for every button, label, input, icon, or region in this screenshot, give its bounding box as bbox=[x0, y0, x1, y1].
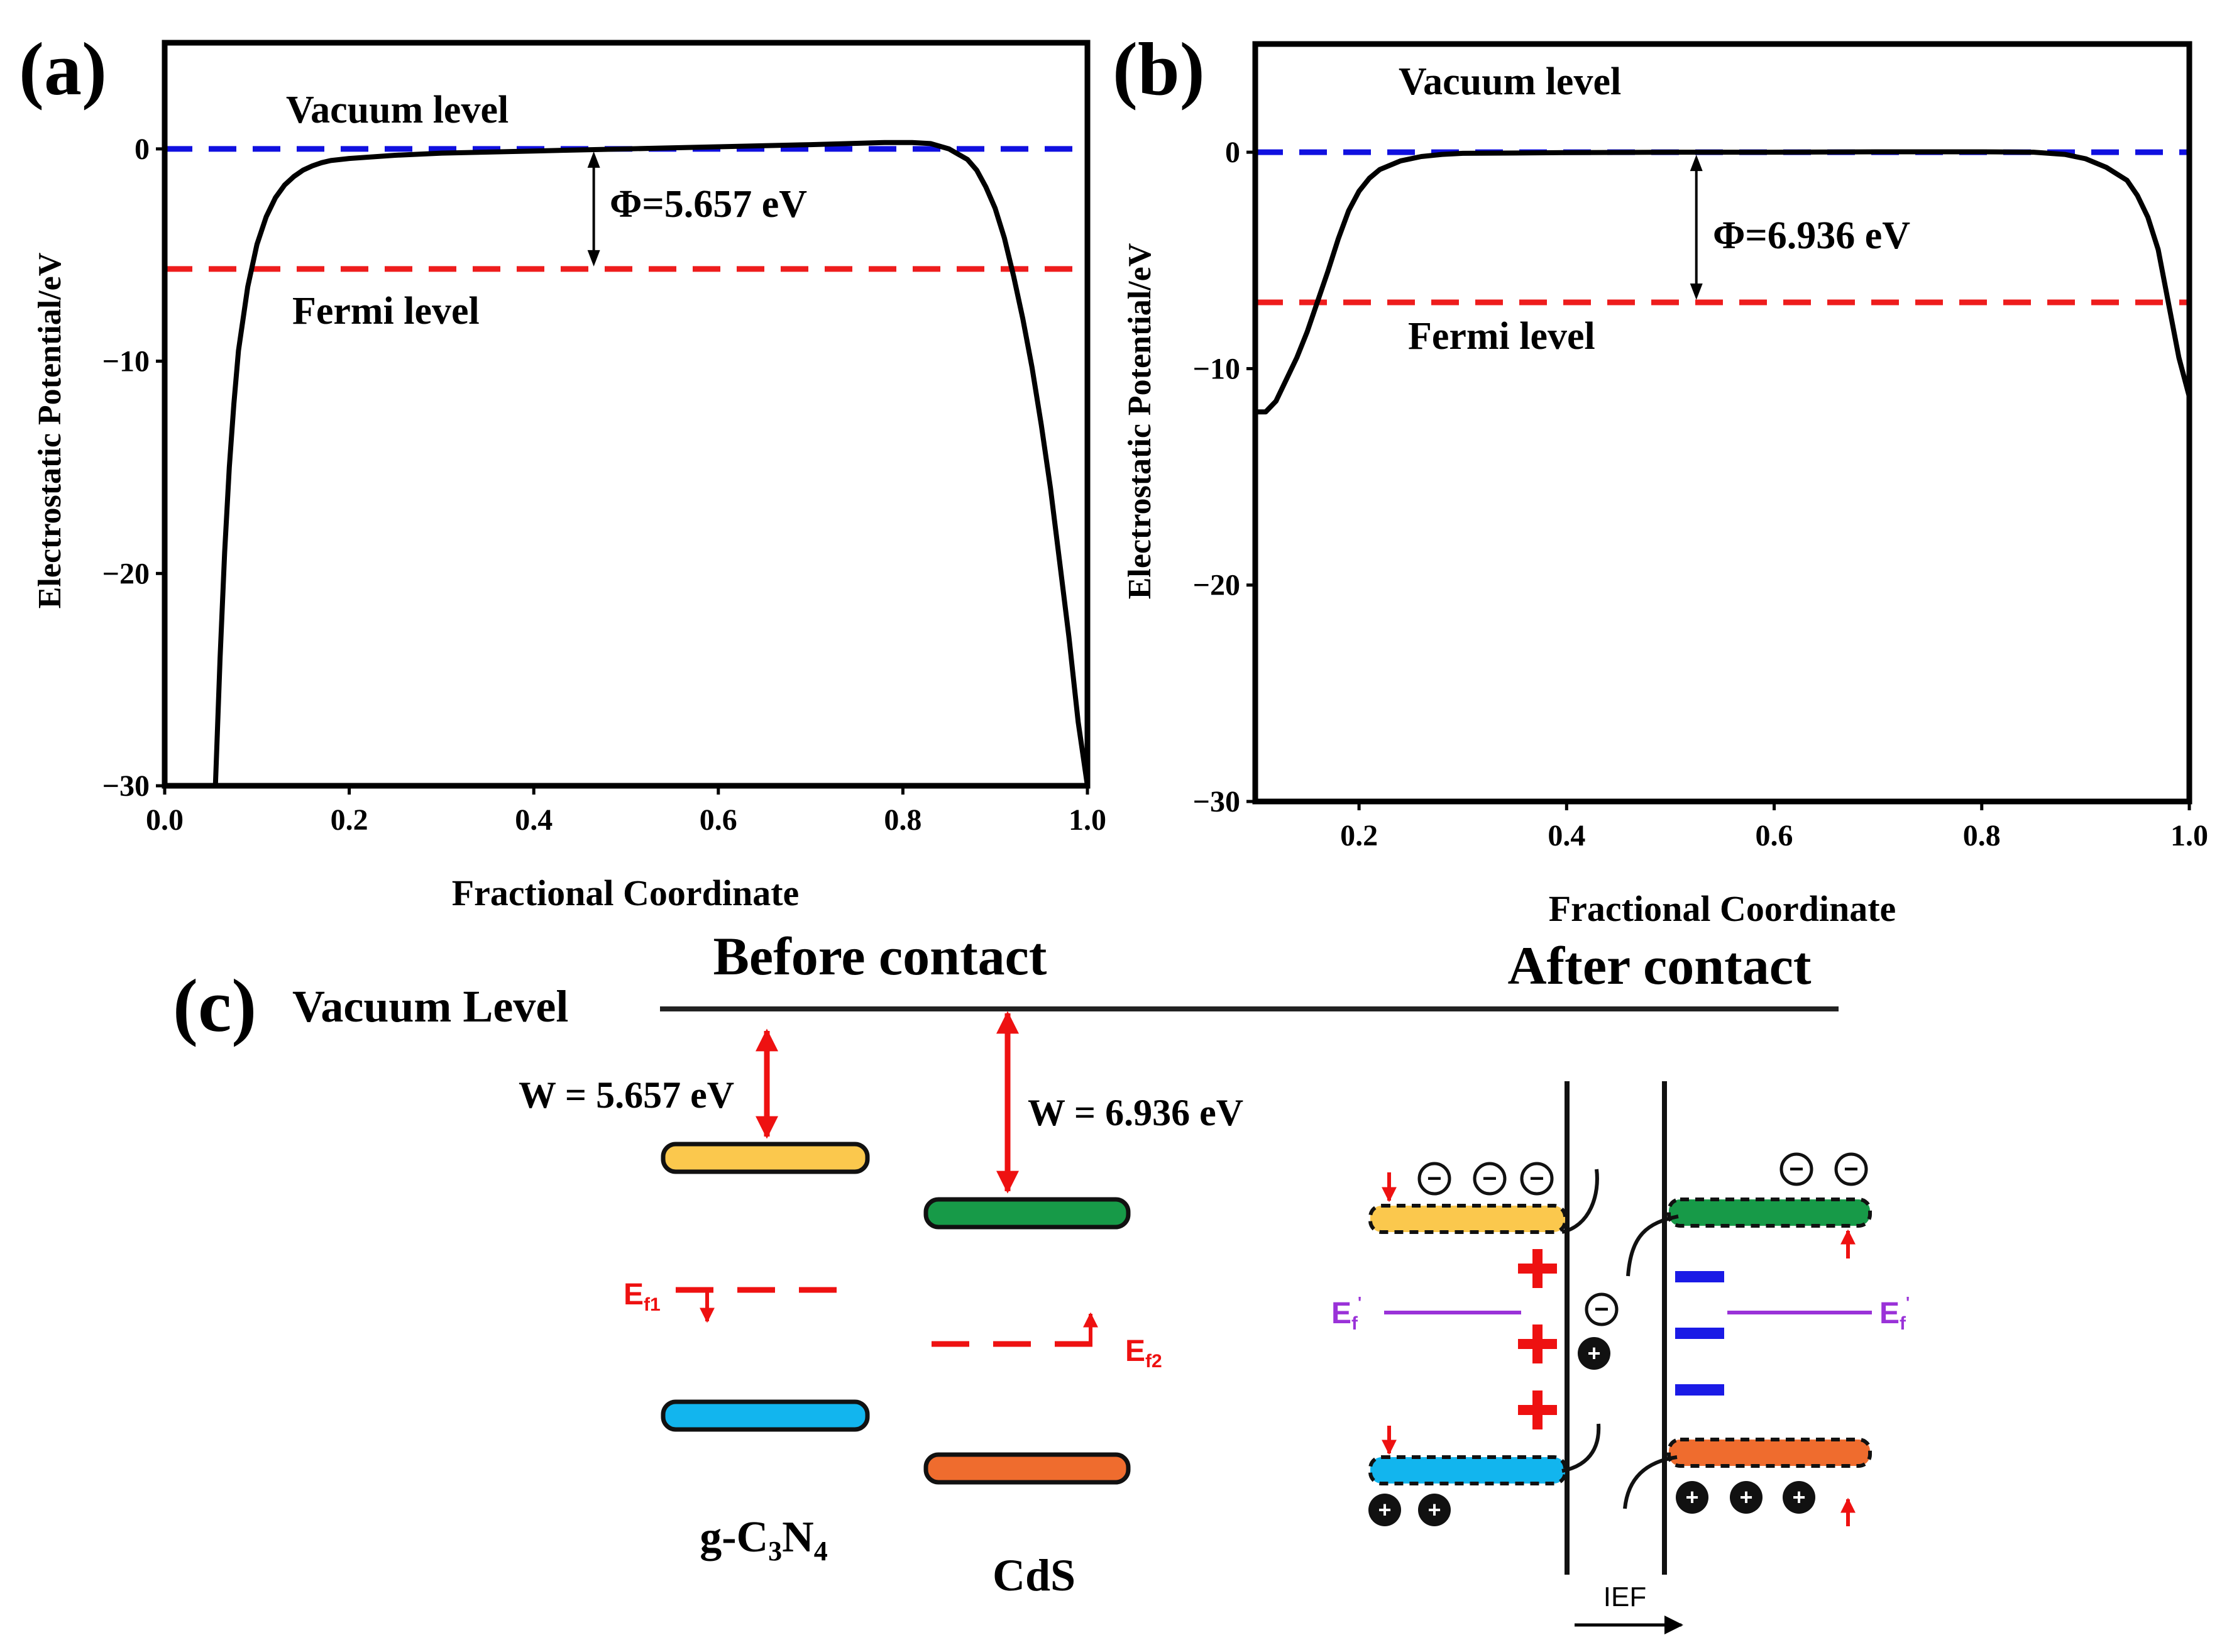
panel-b-plot: 0.2 0.4 0.6 0.8 1.0 0 −10 −20 −30 bbox=[1193, 41, 2208, 852]
panel-c-label: (c) bbox=[173, 964, 256, 1047]
gcn-valence-band bbox=[661, 1399, 870, 1432]
hole-sign: + bbox=[1587, 1340, 1600, 1366]
panel-b-fermi-label: Fermi level bbox=[1408, 315, 1595, 358]
ef-prime-label-right: Ef' bbox=[1879, 1293, 1910, 1334]
holes: + + + + + + bbox=[1368, 1337, 1815, 1526]
ief-label: IEF bbox=[1603, 1582, 1646, 1612]
panel-b-label: (b) bbox=[1113, 27, 1205, 111]
electron-sign: − bbox=[1482, 1165, 1497, 1192]
electron-sign: − bbox=[1594, 1296, 1609, 1323]
panel-a-plot: 0.0 0.2 0.4 0.6 0.8 1.0 0 −10 −20 −30 bbox=[102, 40, 1106, 837]
band-bend-vb-right bbox=[1623, 1455, 1678, 1509]
work-function-arrowhead-bottom bbox=[1690, 283, 1703, 300]
electron-marker bbox=[1585, 1292, 1619, 1326]
electron-marker bbox=[1834, 1152, 1868, 1186]
y-tick-label: −30 bbox=[1193, 785, 1240, 818]
electron-marker bbox=[1779, 1152, 1813, 1186]
x-tick-label: 0.6 bbox=[700, 803, 737, 837]
x-tick-label: 0.4 bbox=[1548, 819, 1585, 852]
hole-sign: + bbox=[1792, 1484, 1805, 1510]
w-gcn-label: W = 5.657 eV bbox=[519, 1074, 734, 1116]
panel-b-xlabel: Fractional Coordinate bbox=[1549, 888, 1896, 929]
gcn-conduction-band bbox=[661, 1142, 870, 1174]
y-tick-label: −30 bbox=[102, 769, 150, 803]
x-tick-label: 0.2 bbox=[1340, 819, 1378, 852]
electron-sign: − bbox=[1529, 1165, 1544, 1192]
electron-sign: − bbox=[1789, 1155, 1803, 1183]
ef1-label: Ef1 bbox=[624, 1278, 661, 1315]
x-tick-label: 0.6 bbox=[1756, 819, 1793, 852]
x-tick-label: 0.8 bbox=[884, 803, 921, 837]
y-tick-label: 0 bbox=[135, 133, 150, 166]
hole-marker bbox=[1368, 1494, 1401, 1526]
y-tick-label: −20 bbox=[102, 557, 150, 590]
panel-a-work-function-label: Φ=5.657 eV bbox=[610, 183, 807, 226]
work-function-arrowhead-top bbox=[1690, 155, 1703, 172]
potential-curve bbox=[212, 140, 1090, 786]
hole-marker bbox=[1676, 1481, 1708, 1514]
x-tick-label: 0.2 bbox=[331, 803, 368, 837]
hole-marker bbox=[1783, 1481, 1815, 1514]
electron-sign: − bbox=[1844, 1155, 1858, 1183]
work-function-arrowhead-top bbox=[587, 151, 600, 168]
plot-frame bbox=[162, 40, 1091, 789]
panel-a-label: (a) bbox=[19, 27, 107, 111]
band-bend-cb-left bbox=[1561, 1169, 1599, 1234]
hole-sign: + bbox=[1739, 1484, 1752, 1510]
electron-sign: − bbox=[1427, 1165, 1441, 1192]
after-gcn-conduction-band bbox=[1368, 1204, 1567, 1234]
cds-valence-band bbox=[923, 1452, 1131, 1485]
x-tick-label: 1.0 bbox=[1069, 803, 1106, 837]
x-tick-label: 0.8 bbox=[1963, 819, 2001, 852]
electron-marker bbox=[1473, 1162, 1507, 1196]
x-tick-label: 0.4 bbox=[515, 803, 553, 837]
panel-b: (b) 0.2 0.4 0.6 0.8 1.0 0 −10 −20 −30 Fractional… bbox=[1113, 27, 2208, 929]
plot-frame bbox=[1252, 41, 2192, 805]
band-bend-cb-right bbox=[1626, 1214, 1679, 1277]
gcn-label: g-C3N4 bbox=[700, 1513, 827, 1567]
y-tick-label: −10 bbox=[102, 345, 150, 378]
panel-a-xlabel: Fractional Coordinate bbox=[452, 873, 800, 913]
after-cds-conduction-band bbox=[1667, 1198, 1872, 1228]
ef-prime-label-left: Ef' bbox=[1331, 1293, 1361, 1334]
x-tick-label: 1.0 bbox=[2170, 819, 2208, 852]
electron-marker bbox=[1417, 1162, 1451, 1196]
ef2-label: Ef2 bbox=[1125, 1335, 1162, 1372]
potential-curve bbox=[1255, 149, 2192, 415]
hole-marker bbox=[1730, 1481, 1763, 1514]
y-tick-label: −10 bbox=[1193, 352, 1240, 385]
hole-sign: + bbox=[1685, 1484, 1698, 1510]
after-gcn-valence-band bbox=[1368, 1455, 1567, 1485]
after-contact-title: After contact bbox=[1507, 935, 1811, 996]
depletion-negative-charges bbox=[1675, 1271, 1724, 1396]
vacuum-level-label: Vacuum Level bbox=[292, 981, 568, 1032]
hole-sign: + bbox=[1378, 1497, 1391, 1523]
work-function-arrowhead-bottom bbox=[587, 250, 600, 267]
panel-c: (c) Vacuum Level Before contact After co… bbox=[173, 926, 1910, 1634]
cds-label: CdS bbox=[993, 1550, 1075, 1600]
cds-conduction-band bbox=[923, 1197, 1131, 1230]
panel-b-work-function-label: Φ=6.936 eV bbox=[1713, 214, 1910, 257]
panel-a: (a) 0.0 0.2 0.4 0.6 0.8 1.0 0 −10 −20 −30 Fractio… bbox=[19, 27, 1106, 913]
hole-sign: + bbox=[1427, 1497, 1441, 1523]
band-bend-vb-left bbox=[1561, 1423, 1601, 1473]
panel-b-vacuum-label: Vacuum level bbox=[1399, 60, 1621, 103]
after-cds-valence-band bbox=[1667, 1438, 1872, 1468]
hole-marker bbox=[1578, 1337, 1610, 1370]
panel-a-vacuum-label: Vacuum level bbox=[286, 89, 509, 131]
hole-marker bbox=[1418, 1494, 1451, 1526]
y-tick-label: 0 bbox=[1225, 136, 1240, 169]
w-cds-label: W = 6.936 eV bbox=[1028, 1092, 1243, 1133]
electron-marker bbox=[1520, 1162, 1554, 1196]
before-contact-title: Before contact bbox=[713, 926, 1047, 986]
depletion-positive-charges bbox=[1518, 1249, 1557, 1429]
x-tick-label: 0.0 bbox=[146, 803, 184, 837]
panel-a-ylabel: Electrostatic Potential/eV bbox=[32, 253, 68, 609]
panel-a-fermi-label: Fermi level bbox=[292, 290, 480, 333]
panel-b-ylabel: Electrostatic Potential/eV bbox=[1122, 243, 1158, 600]
y-tick-label: −20 bbox=[1193, 569, 1240, 602]
electrons: − − − − − − bbox=[1417, 1152, 1868, 1326]
